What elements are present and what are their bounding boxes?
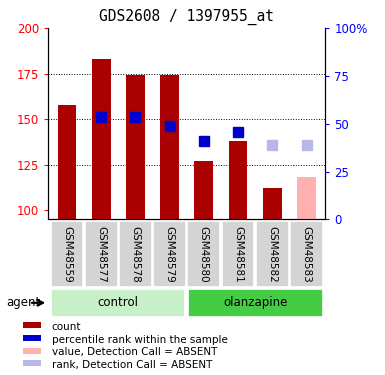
Text: count: count <box>52 322 81 332</box>
Bar <box>23 360 41 366</box>
Bar <box>188 289 323 317</box>
Text: rank, Detection Call = ABSENT: rank, Detection Call = ABSENT <box>52 360 212 370</box>
Bar <box>50 221 84 287</box>
Text: GSM48579: GSM48579 <box>165 226 175 282</box>
Text: percentile rank within the sample: percentile rank within the sample <box>52 334 228 345</box>
Bar <box>290 221 323 287</box>
Bar <box>23 335 41 341</box>
Bar <box>85 221 117 287</box>
Text: GSM48582: GSM48582 <box>267 226 277 282</box>
Bar <box>119 221 152 287</box>
Text: GSM48583: GSM48583 <box>301 226 311 282</box>
Bar <box>194 161 213 219</box>
Bar <box>222 221 254 287</box>
Bar <box>187 221 220 287</box>
Bar <box>263 188 282 219</box>
Bar <box>153 221 186 287</box>
Bar <box>50 289 185 317</box>
Text: GSM48559: GSM48559 <box>62 226 72 282</box>
Title: GDS2608 / 1397955_at: GDS2608 / 1397955_at <box>99 9 274 26</box>
Text: GSM48581: GSM48581 <box>233 226 243 282</box>
Bar <box>126 75 145 219</box>
Text: value, Detection Call = ABSENT: value, Detection Call = ABSENT <box>52 347 217 357</box>
Bar <box>57 105 76 219</box>
Text: GSM48578: GSM48578 <box>131 226 141 282</box>
Text: olanzapine: olanzapine <box>223 296 287 309</box>
Bar <box>256 221 289 287</box>
Bar <box>23 348 41 354</box>
Text: GSM48580: GSM48580 <box>199 226 209 282</box>
Text: agent: agent <box>6 296 40 309</box>
Bar <box>160 75 179 219</box>
Bar <box>297 177 316 219</box>
Text: GSM48577: GSM48577 <box>96 226 106 282</box>
Bar <box>23 322 41 328</box>
Text: control: control <box>98 296 139 309</box>
Bar <box>92 59 110 219</box>
Bar <box>229 141 248 219</box>
